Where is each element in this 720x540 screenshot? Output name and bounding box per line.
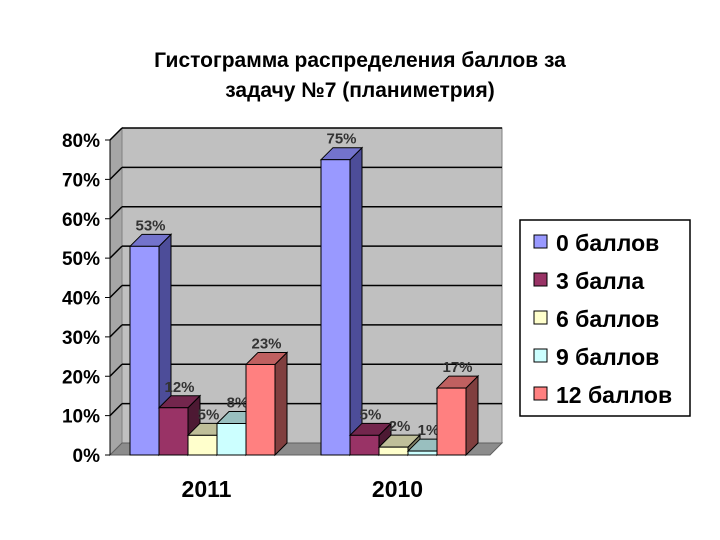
data-label: 12% (164, 379, 194, 396)
gridline-side (109, 127, 123, 141)
legend-label: 9 баллов (556, 344, 659, 370)
data-label: 53% (135, 217, 165, 234)
y-tick-label: 20% (62, 367, 100, 388)
gridline-side (109, 284, 123, 299)
y-tick-label: 10% (62, 407, 100, 428)
bar (187, 434, 218, 456)
x-category-label: 2010 (372, 476, 423, 502)
bar (349, 434, 380, 456)
bar (320, 159, 351, 456)
bar (129, 245, 160, 456)
gridline-side (109, 206, 123, 220)
y-tick-label: 70% (62, 170, 100, 191)
data-label: 23% (251, 335, 281, 352)
legend-swatch (533, 386, 548, 401)
y-tick-label: 50% (62, 249, 100, 270)
data-label: 75% (326, 131, 356, 148)
data-label: 5% (360, 406, 382, 423)
y-tick-label: 0% (73, 446, 101, 467)
bar (216, 423, 247, 456)
bar (245, 363, 276, 456)
y-tick-label: 30% (62, 328, 100, 349)
bar (407, 450, 438, 456)
data-label: 8% (227, 395, 249, 412)
data-label: 17% (442, 359, 472, 376)
legend-label: 3 балла (556, 268, 644, 294)
legend (519, 219, 691, 417)
x-category-label: 2011 (182, 476, 232, 502)
bar (436, 387, 467, 456)
bar-side (274, 351, 288, 457)
gridline-side (109, 403, 123, 417)
gridline-side (109, 324, 123, 338)
bar (378, 446, 409, 456)
legend-label: 6 баллов (556, 306, 659, 332)
data-label: 2% (389, 418, 411, 435)
y-tick-label: 40% (62, 289, 100, 310)
bar-side (465, 374, 479, 457)
chart-title-line-2: задачу №7 (планиметрия) (225, 79, 495, 102)
chart-title-line-1: Гистограмма распределения баллов за (154, 49, 566, 72)
legend-label: 12 баллов (556, 382, 672, 408)
y-tick-label: 60% (62, 210, 100, 231)
legend-swatch (533, 234, 548, 249)
data-label: 1% (418, 422, 440, 439)
legend-swatch (533, 272, 548, 287)
gridline-side (109, 166, 123, 180)
gridline-side (109, 363, 123, 377)
y-tick-label: 80% (62, 131, 100, 152)
legend-label: 0 баллов (556, 230, 659, 256)
bar (158, 407, 189, 456)
legend-swatch (533, 348, 548, 363)
gridline-side (109, 245, 123, 259)
chart-title: Гистограмма распределения баллов за зада… (60, 46, 660, 106)
legend-swatch (533, 310, 548, 325)
data-label: 5% (198, 406, 220, 423)
